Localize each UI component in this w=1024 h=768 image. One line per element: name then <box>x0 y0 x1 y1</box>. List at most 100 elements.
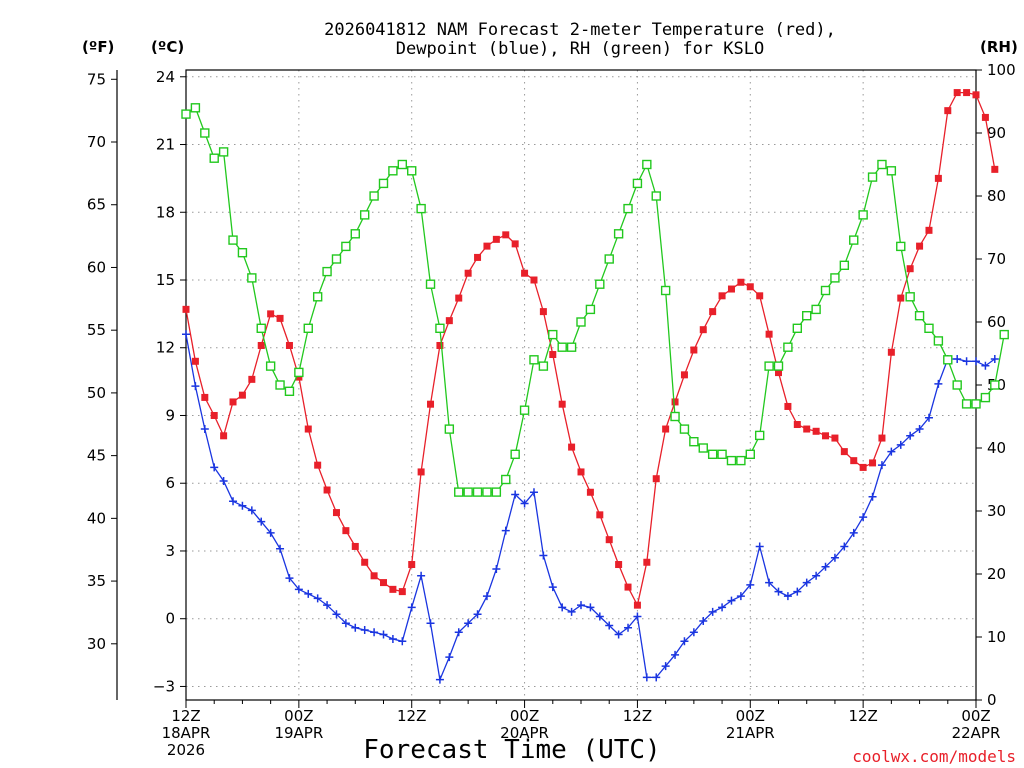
rh-point <box>472 487 483 497</box>
temperature-point <box>812 427 820 435</box>
celsius-tick-label: 9 <box>165 406 175 424</box>
rh-tick-label: 40 <box>987 439 1006 457</box>
celsius-tick-label: 0 <box>165 610 175 628</box>
temperature-point <box>605 536 613 544</box>
dewpoint-point <box>877 461 886 470</box>
rh-point <box>566 342 577 352</box>
dewpoint-point <box>887 447 896 456</box>
rh-point <box>341 241 351 252</box>
temperature-point <box>304 425 312 433</box>
rh-point <box>247 273 257 283</box>
rh-point <box>454 487 464 497</box>
rh-point <box>877 159 887 170</box>
rh-point <box>585 304 596 315</box>
temperature-point <box>831 434 839 442</box>
rh-point <box>990 380 1000 390</box>
celsius-tick-label: −3 <box>153 677 175 695</box>
x-tick-label: 00Z <box>510 707 539 725</box>
rh-point <box>764 361 774 371</box>
temperature-point <box>953 89 961 97</box>
rh-point <box>350 229 360 239</box>
dewpoint-point <box>529 488 538 497</box>
dewpoint-point <box>407 603 416 612</box>
dewpoint-point <box>567 607 576 616</box>
rh-series-line <box>185 106 1005 493</box>
dewpoint-point <box>953 355 962 364</box>
dewpoint-point <box>981 361 990 370</box>
rh-point <box>736 455 746 466</box>
temperature-point <box>652 475 660 483</box>
x-tick-label: 22APR <box>952 724 1001 742</box>
dewpoint-point <box>642 673 651 682</box>
temperature-point <box>539 308 547 316</box>
temperature-point <box>370 572 378 580</box>
temperature-point <box>963 89 971 97</box>
temperature-point <box>906 265 914 273</box>
x-tick-label: 12Z <box>623 707 652 725</box>
dewpoint-point <box>454 628 463 637</box>
temperature-point <box>351 542 359 550</box>
dewpoint-point <box>671 650 680 659</box>
rh-point <box>783 342 793 352</box>
dewpoint-point <box>266 528 275 537</box>
rh-point <box>209 153 219 163</box>
rh-point <box>745 449 755 459</box>
temperature-point <box>417 468 425 476</box>
temperature-point <box>558 400 566 408</box>
rh-point <box>689 437 699 447</box>
rh-tick-label: 30 <box>987 502 1006 520</box>
temperature-point <box>380 579 387 587</box>
temperature-point <box>916 242 924 250</box>
rh-point <box>322 266 332 277</box>
x-tick-label: 21APR <box>726 724 775 742</box>
celsius-tick-label: 6 <box>165 474 175 492</box>
dewpoint-point <box>558 603 567 612</box>
dewpoint-point <box>294 585 303 594</box>
temperature-point <box>803 425 811 433</box>
dewpoint-point <box>755 542 764 551</box>
rh-point <box>200 128 210 138</box>
dewpoint-point <box>539 551 548 560</box>
rh-point <box>754 430 765 441</box>
temperature-point <box>220 432 228 440</box>
rh-point <box>557 342 567 352</box>
rh-point <box>952 380 962 390</box>
x-tick-label: 12Z <box>848 707 877 725</box>
rh-point <box>275 380 285 390</box>
dewpoint-point <box>247 506 256 515</box>
temperature-point <box>492 235 500 243</box>
celsius-tick-label: 3 <box>165 542 175 560</box>
temperature-point <box>624 583 632 591</box>
rh-point <box>849 235 859 245</box>
temperature-point <box>972 91 980 99</box>
dewpoint-point <box>802 578 811 587</box>
rh-point <box>548 329 558 340</box>
rh-point <box>463 487 473 497</box>
temperature-point <box>925 226 933 234</box>
temperature-point <box>690 346 698 354</box>
dewpoint-point <box>379 630 388 639</box>
rh-point <box>218 147 229 157</box>
temperature-point <box>981 113 989 121</box>
x-tick-label: 20APR <box>500 724 549 742</box>
rh-point <box>830 273 840 283</box>
dewpoint-point <box>482 592 491 601</box>
fahrenheit-tick-label: 65 <box>87 196 106 214</box>
temperature-point <box>568 443 576 451</box>
fahrenheit-tick-label: 45 <box>87 447 106 465</box>
rh-point <box>613 229 624 239</box>
temperature-point <box>878 434 886 442</box>
unit-label-rh: (RH) <box>980 38 1018 56</box>
rh-point <box>482 487 492 497</box>
rh-point <box>359 210 370 220</box>
dewpoint-point <box>821 562 830 571</box>
temperature-point <box>248 375 256 383</box>
dewpoint-point <box>793 587 802 596</box>
dewpoint-point <box>614 630 623 639</box>
rh-point <box>294 367 304 378</box>
temperature-point <box>445 317 453 325</box>
fahrenheit-tick-label: 70 <box>87 133 106 151</box>
temperature-point <box>549 351 557 359</box>
dewpoint-point <box>680 637 689 646</box>
x-tick-label: 12Z <box>171 707 200 725</box>
